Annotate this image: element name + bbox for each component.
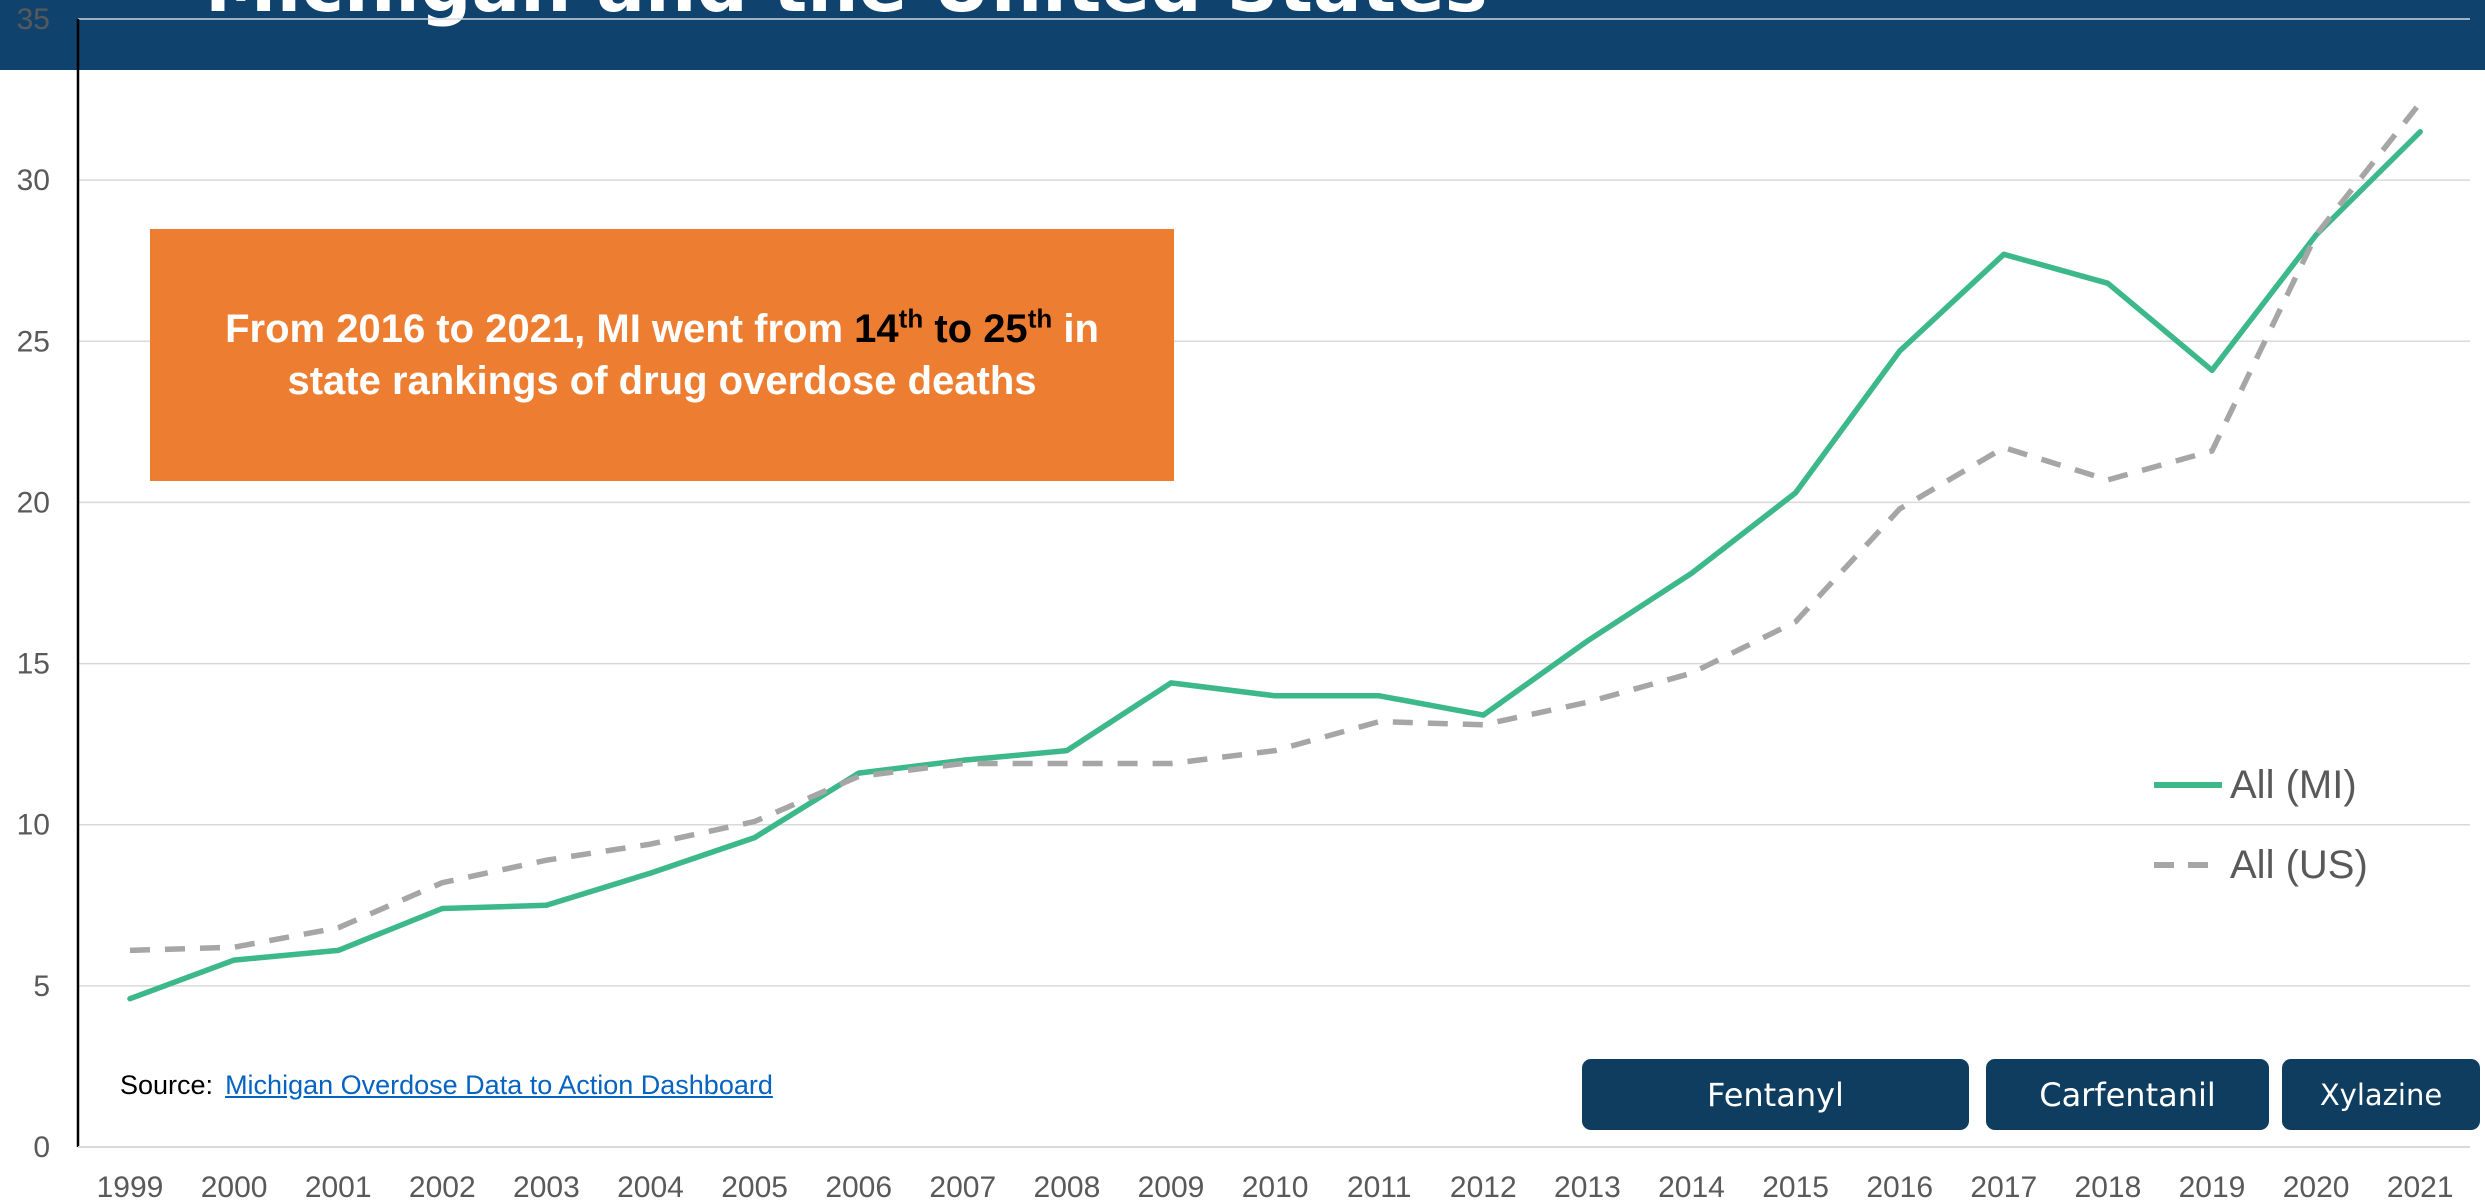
data-point-mi-2015 xyxy=(1793,490,1798,495)
data-point-mi-2001 xyxy=(336,948,341,953)
source-link[interactable]: Michigan Overdose Data to Action Dashboa… xyxy=(225,1070,773,1100)
data-point-mi-2004 xyxy=(648,871,653,876)
carfentanil-button[interactable]: Carfentanil xyxy=(1986,1059,2269,1130)
x-tick-label-2021: 2021 xyxy=(2387,1171,2454,1203)
x-tick-label-2019: 2019 xyxy=(2179,1171,2246,1203)
data-point-mi-2009 xyxy=(1169,680,1174,685)
x-tick-label-2016: 2016 xyxy=(1866,1171,1933,1203)
header-bar: Michigan and the United States xyxy=(0,0,2485,70)
series-line-mi xyxy=(127,129,2423,1002)
y-tick-label-15: 15 xyxy=(17,648,50,681)
data-point-mi-2010 xyxy=(1273,693,1278,698)
y-tick-label-20: 20 xyxy=(17,486,50,519)
callout-rank-from: 14th to 25th xyxy=(854,303,1053,351)
data-point-mi-1999 xyxy=(128,996,133,1001)
xylazine-button[interactable]: Xylazine xyxy=(2282,1059,2480,1130)
x-tick-label-2000: 2000 xyxy=(201,1171,268,1203)
data-point-mi-2013 xyxy=(1585,639,1590,644)
data-point-us-2008 xyxy=(1064,761,1069,766)
data-point-us-2005 xyxy=(752,819,757,824)
x-tick-label-2004: 2004 xyxy=(617,1171,684,1203)
data-point-us-2002 xyxy=(440,880,445,885)
legend-line-us-icon xyxy=(2154,862,2222,868)
data-point-us-2018 xyxy=(2105,477,2110,482)
y-tick-label-5: 5 xyxy=(33,970,50,1003)
data-point-mi-2021 xyxy=(2418,129,2423,134)
data-point-us-2013 xyxy=(1585,700,1590,705)
data-point-us-2001 xyxy=(336,925,341,930)
data-point-us-1999 xyxy=(128,948,133,953)
x-tick-label-2010: 2010 xyxy=(1242,1171,1309,1203)
x-tick-label-2009: 2009 xyxy=(1138,1171,1205,1203)
data-point-mi-2017 xyxy=(2001,252,2006,257)
data-point-us-2007 xyxy=(960,761,965,766)
fentanyl-button[interactable]: Fentanyl xyxy=(1582,1059,1969,1130)
x-tick-label-2012: 2012 xyxy=(1450,1171,1517,1203)
callout-box: From 2016 to 2021, MI went from 14th to … xyxy=(150,229,1174,481)
legend-item-us: All (US) xyxy=(2150,840,2368,890)
data-point-us-2011 xyxy=(1377,719,1382,724)
callout-line1-post: in xyxy=(1052,307,1099,351)
data-point-us-2021 xyxy=(2418,100,2423,105)
data-point-us-2014 xyxy=(1689,671,1694,676)
x-tick-label-2013: 2013 xyxy=(1554,1171,1621,1203)
data-point-mi-2012 xyxy=(1481,713,1486,718)
data-point-us-2000 xyxy=(232,945,237,950)
data-point-mi-2018 xyxy=(2105,281,2110,286)
x-tick-label-2014: 2014 xyxy=(1658,1171,1725,1203)
data-point-mi-2014 xyxy=(1689,571,1694,576)
data-point-mi-2000 xyxy=(232,958,237,963)
data-point-us-2009 xyxy=(1169,761,1174,766)
data-point-us-2016 xyxy=(1897,506,1902,511)
x-tick-label-2011: 2011 xyxy=(1347,1171,1412,1203)
x-tick-label-2017: 2017 xyxy=(1970,1171,2037,1203)
data-point-mi-2019 xyxy=(2210,368,2215,373)
legend-line-mi-icon xyxy=(2154,782,2222,788)
y-tick-label-35: 35 xyxy=(17,3,50,36)
y-tick-label-30: 30 xyxy=(17,164,50,197)
data-point-us-2020 xyxy=(2314,232,2319,237)
data-point-us-2003 xyxy=(544,858,549,863)
source-label: Source: xyxy=(120,1070,214,1100)
x-tick-label-2005: 2005 xyxy=(721,1171,788,1203)
data-point-mi-2003 xyxy=(544,903,549,908)
callout-line2: state rankings of drug overdose deaths xyxy=(287,359,1037,403)
data-point-mi-2002 xyxy=(440,906,445,911)
x-tick-label-2006: 2006 xyxy=(825,1171,892,1203)
data-point-us-2010 xyxy=(1273,748,1278,753)
data-point-us-2017 xyxy=(2001,445,2006,450)
y-tick-label-0: 0 xyxy=(33,1131,50,1164)
data-point-us-2012 xyxy=(1481,722,1486,727)
legend-label-mi: All (MI) xyxy=(2230,762,2357,807)
x-tick-label-2007: 2007 xyxy=(929,1171,996,1203)
series-line-us xyxy=(129,101,2423,954)
x-tick-label-2001: 2001 xyxy=(305,1171,372,1203)
x-tick-label-2015: 2015 xyxy=(1762,1171,1829,1203)
source-line: Source: Michigan Overdose Data to Action … xyxy=(120,1070,773,1101)
legend-item-mi: All (MI) xyxy=(2150,760,2357,810)
page-title: Michigan and the United States xyxy=(205,0,1488,22)
data-point-mi-2011 xyxy=(1377,693,1382,698)
y-tick-label-10: 10 xyxy=(17,809,50,842)
data-point-mi-2005 xyxy=(752,835,757,840)
x-tick-label-2008: 2008 xyxy=(1034,1171,1101,1203)
data-point-mi-2016 xyxy=(1897,348,1902,353)
x-tick-label-1999: 1999 xyxy=(97,1171,164,1203)
x-tick-label-2002: 2002 xyxy=(409,1171,476,1203)
data-point-us-2004 xyxy=(648,842,653,847)
data-point-us-2019 xyxy=(2210,448,2215,453)
data-point-us-2015 xyxy=(1793,619,1798,624)
x-tick-label-2003: 2003 xyxy=(513,1171,580,1203)
x-tick-label-2020: 2020 xyxy=(2283,1171,2350,1203)
callout-text: From 2016 to 2021, MI went from 14th to … xyxy=(225,303,1099,407)
callout-line1-pre: From 2016 to 2021, MI went from xyxy=(225,307,855,351)
data-point-us-2006 xyxy=(856,774,861,779)
x-tick-label-2018: 2018 xyxy=(2075,1171,2142,1203)
data-point-mi-2008 xyxy=(1064,748,1069,753)
y-tick-label-25: 25 xyxy=(17,325,50,358)
legend-label-us: All (US) xyxy=(2230,842,2368,887)
